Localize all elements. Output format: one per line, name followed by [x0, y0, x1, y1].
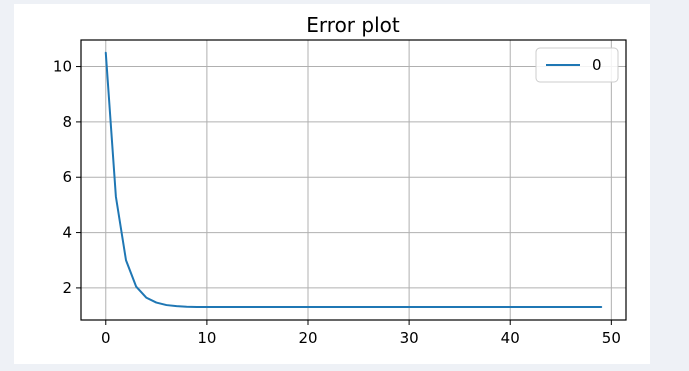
y-tick-label: 8: [62, 113, 72, 131]
y-tick-label: 10: [53, 58, 72, 76]
axes-frame: [80, 39, 627, 321]
x-tick-label: 30: [400, 329, 419, 347]
x-tick-label: 20: [298, 329, 317, 347]
x-tick-label: 40: [501, 329, 520, 347]
tick-layer: 0 10 20 30 40 50 2 4 6 8 10: [53, 58, 621, 347]
grid-layer: [81, 40, 626, 320]
x-tick-label: 50: [602, 329, 621, 347]
legend: 0: [535, 47, 619, 83]
line-layer: [104, 51, 603, 308]
legend-label: 0: [592, 56, 602, 74]
x-tick-label: 0: [101, 329, 111, 347]
y-tick-label: 6: [62, 168, 72, 186]
x-tick-label: 10: [197, 329, 216, 347]
error-plot-chart: 0 10 20 30 40 50 2 4 6 8 10 Error plot 0: [53, 13, 627, 347]
chart-figure: 0 10 20 30 40 50 2 4 6 8 10 Error plot 0: [14, 4, 650, 364]
y-tick-label: 2: [62, 279, 72, 297]
chart-title: Error plot: [306, 13, 400, 37]
series-line-0: [104, 51, 603, 308]
y-tick-label: 4: [62, 224, 72, 242]
